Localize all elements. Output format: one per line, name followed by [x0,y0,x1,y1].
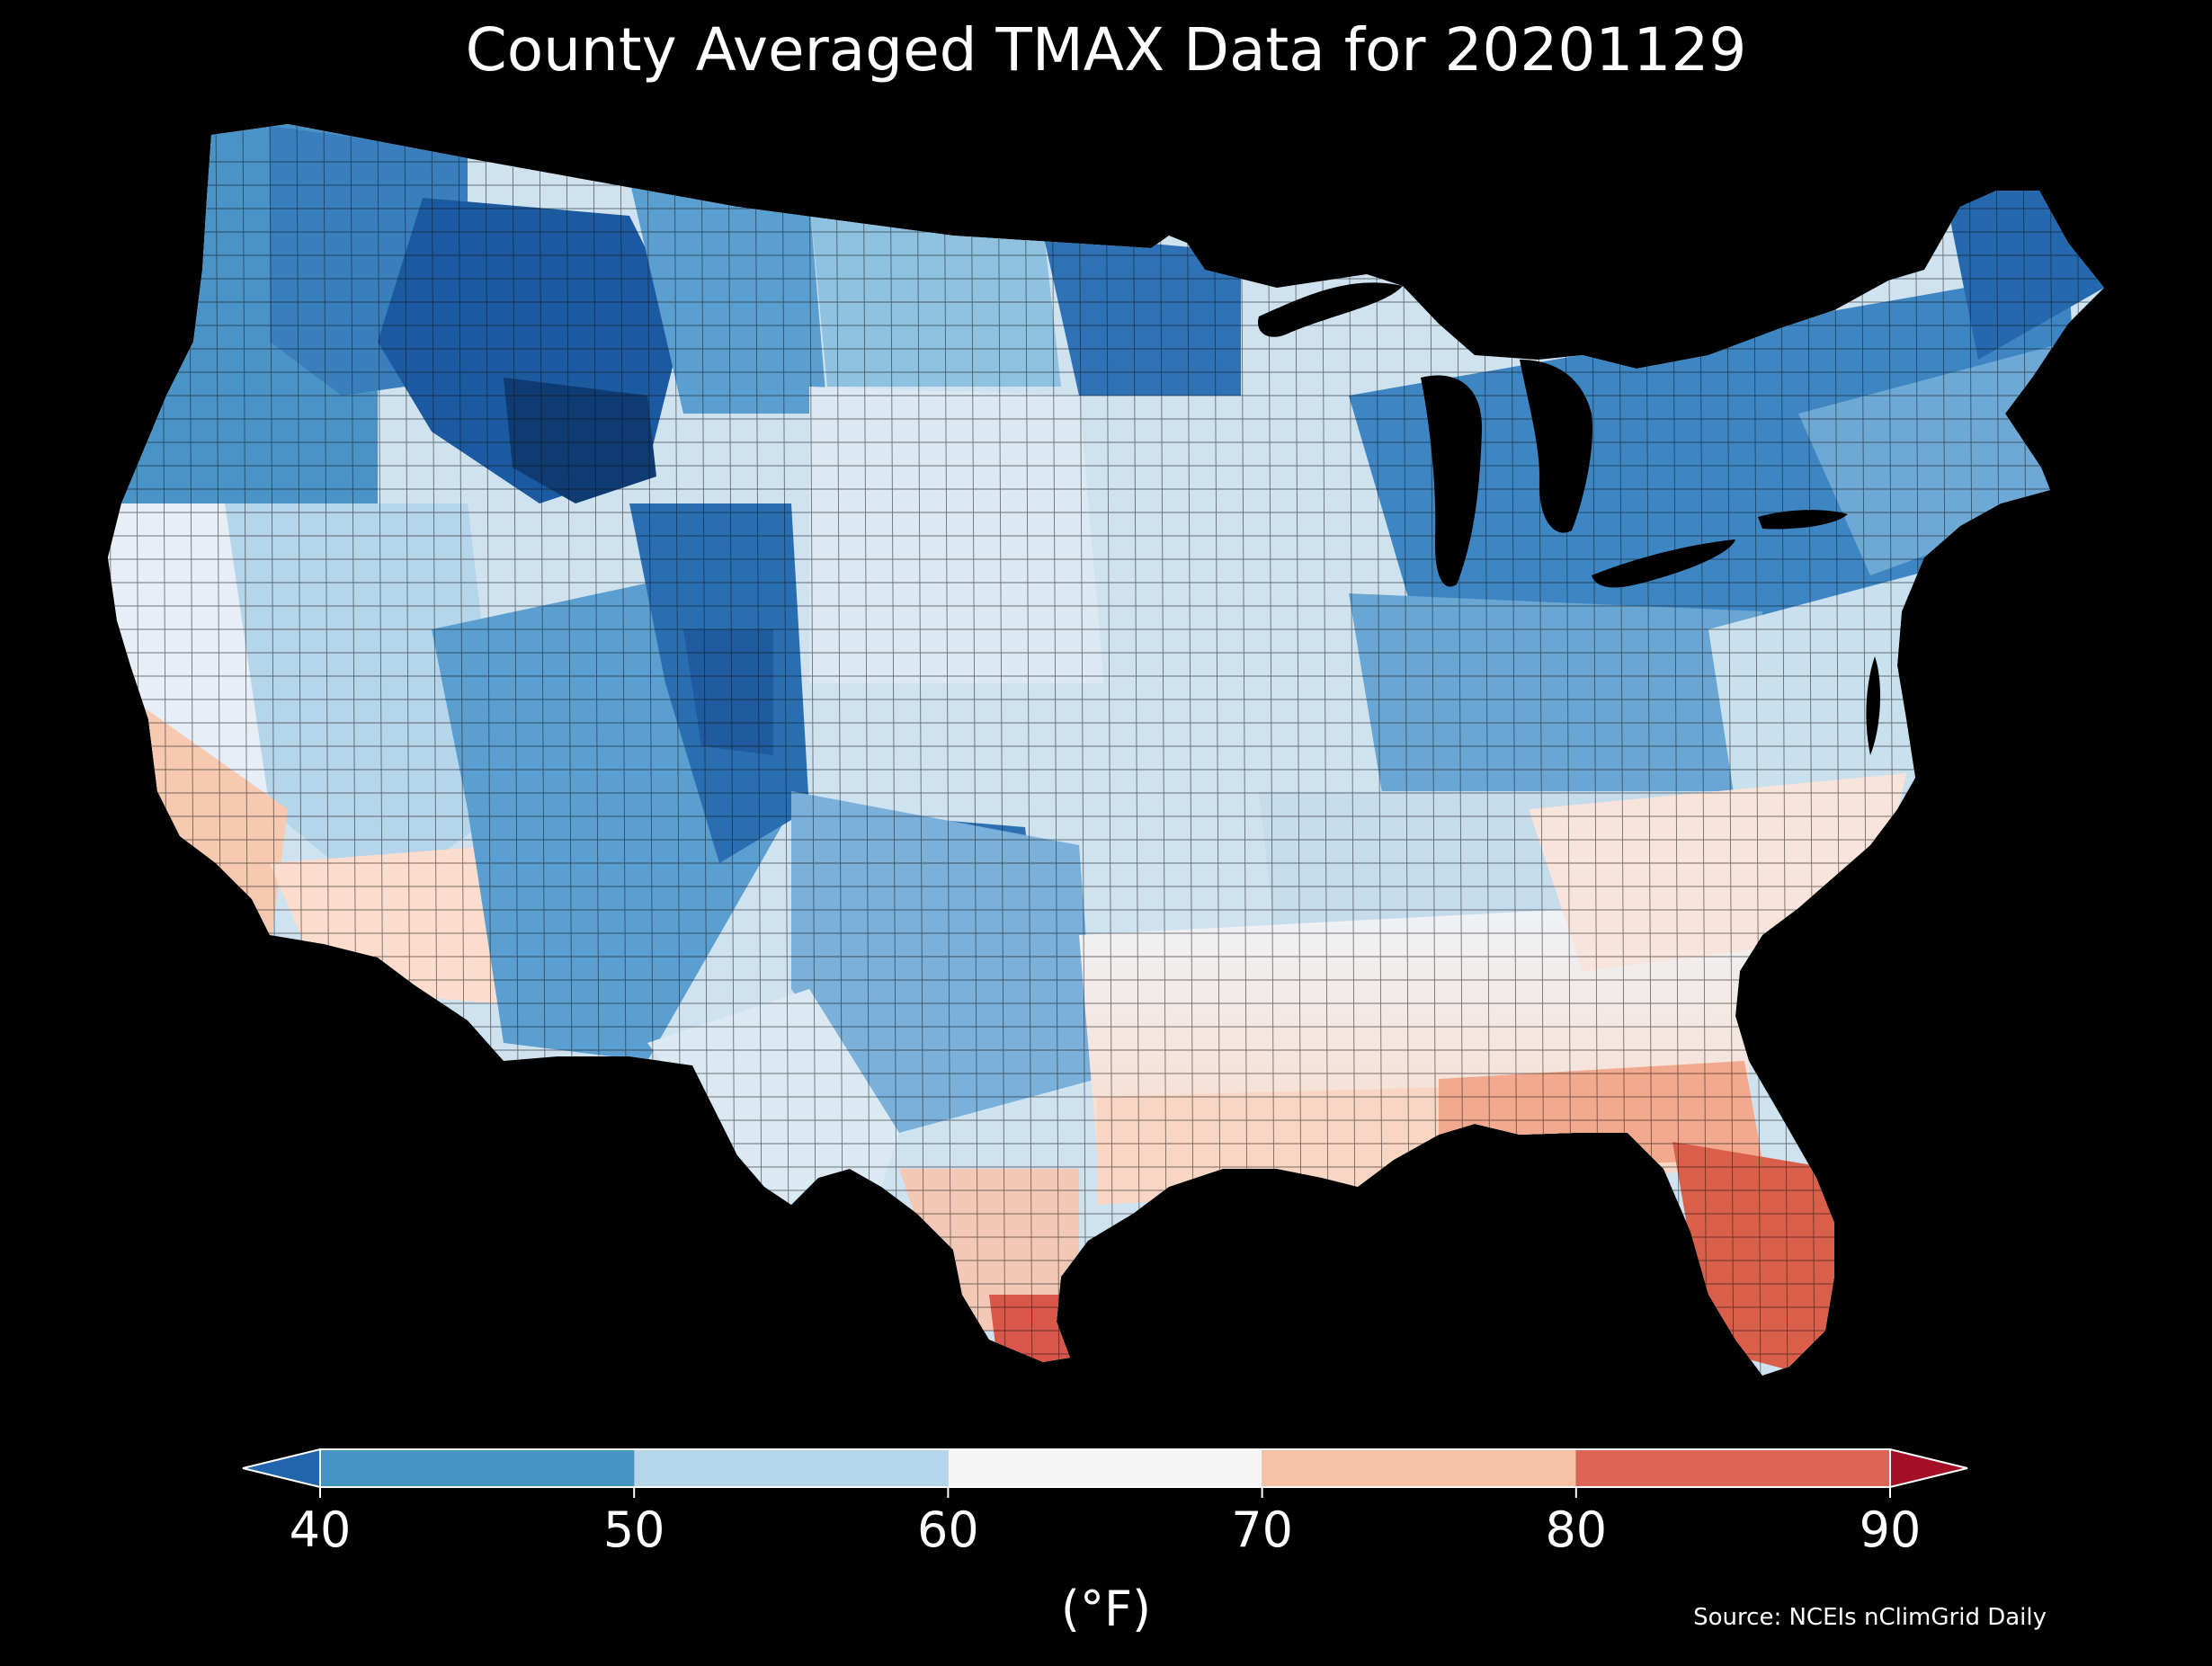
colorbar-bin [320,1449,635,1487]
lake-superior [1258,282,1403,337]
region-eastern-montana [629,180,827,414]
region-iowa-missouri [1079,396,1367,809]
colorbar-extend-low [242,1448,321,1489]
colorbar-tick-label: 40 [290,1501,352,1558]
page-title: County Averaged TMAX Data for 20201129 [466,15,1747,85]
region-florida-south [1672,1142,1843,1376]
colorbar-bin [634,1449,949,1487]
region-wyoming-south [683,629,773,755]
colorbar-tick-label: 90 [1860,1501,1922,1558]
region-south-dakota-nebraska [809,387,1115,683]
colorbar-tick-label: 50 [603,1501,665,1558]
colorbar-bin [1262,1449,1576,1487]
colorbar-extend-high [1889,1448,1968,1489]
us-choropleth-map [108,124,2104,1376]
chesapeake-bay [1866,656,1881,755]
colorbar-tick-label: 60 [917,1501,979,1558]
lake-huron [1520,360,1592,533]
region-nevada-utah [225,503,504,899]
colorbar-bin [948,1449,1262,1487]
colorbar-bin [1575,1449,1890,1487]
colorbar-tick-label: 70 [1231,1501,1293,1558]
region-ohio-valley [1349,593,1762,809]
source-credit: Source: NCEIs nClimGrid Daily [1693,1604,2047,1631]
lake-erie [1592,539,1735,588]
region-north-dakota [809,198,1061,387]
colorbar-unit-label: (°F) [1061,1581,1151,1637]
lake-ontario [1758,510,1848,530]
region-minnesota-north [1043,234,1241,396]
colorbar-tick-label: 80 [1545,1501,1607,1558]
colorbar: 40 50 60 70 80 90 [242,1448,1968,1558]
colorbar-outline [319,1448,1891,1488]
lake-michigan [1421,375,1483,587]
